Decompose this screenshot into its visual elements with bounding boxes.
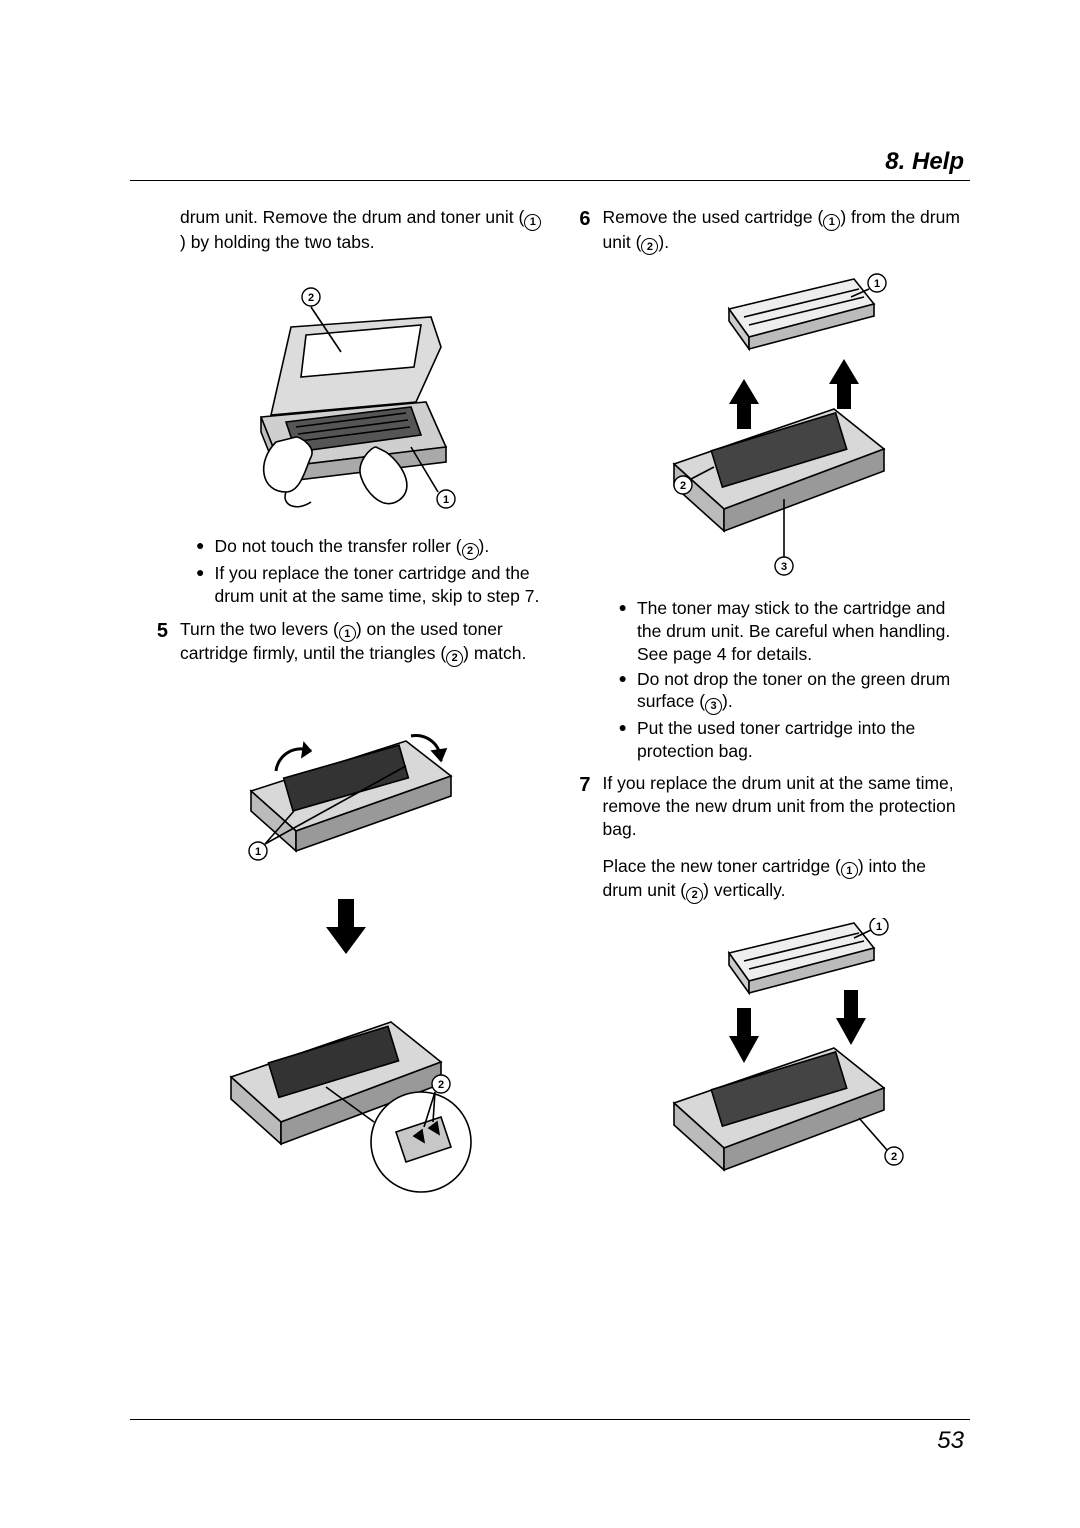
step6: 6 Remove the used cartridge (1) from the… bbox=[573, 206, 966, 255]
callout-3-icon: 3 bbox=[705, 698, 722, 715]
step6-text-a: Remove the used cartridge ( bbox=[603, 207, 824, 227]
chapter-title: 8. Help bbox=[885, 148, 964, 176]
step6-bullets: ●The toner may stick to the cartridge an… bbox=[619, 597, 966, 762]
fig3-callout-2: 2 bbox=[438, 1079, 444, 1091]
fig4-callout-3: 3 bbox=[781, 561, 787, 573]
fig2-callout-1: 1 bbox=[255, 846, 261, 858]
step7-number: 7 bbox=[573, 772, 591, 904]
step7: 7 If you replace the drum unit at the sa… bbox=[573, 772, 966, 904]
step5: 5 Turn the two levers (1) on the used to… bbox=[150, 618, 543, 667]
bottom-rule bbox=[130, 1419, 970, 1420]
step6-number: 6 bbox=[573, 206, 591, 255]
callout-2-icon: 2 bbox=[641, 238, 658, 255]
step5-text-c: ) match. bbox=[463, 643, 526, 663]
fig4-callout-1: 1 bbox=[874, 278, 880, 290]
callout-2-icon: 2 bbox=[686, 887, 703, 904]
step5-text-a: Turn the two levers ( bbox=[180, 619, 339, 639]
step4-continuation: drum unit. Remove the drum and toner uni… bbox=[150, 206, 543, 253]
fig5-callout-2: 2 bbox=[891, 1151, 897, 1163]
bullet-text: Do not drop the toner on the green drum … bbox=[637, 669, 950, 712]
step7-p2a: Place the new toner cartridge ( bbox=[603, 856, 841, 876]
step4-text-a: drum unit. Remove the drum and toner uni… bbox=[180, 207, 524, 227]
step4-text-b: ) by holding the two tabs. bbox=[180, 232, 375, 252]
figure-drum-levers: 1 bbox=[150, 681, 543, 881]
figure-insert-cartridge: 1 2 bbox=[573, 918, 966, 1198]
callout-2-icon: 2 bbox=[446, 650, 463, 667]
step7-p1: If you replace the drum unit at the same… bbox=[603, 772, 966, 840]
figure-drum-triangles: 2 bbox=[150, 972, 543, 1212]
bullet-text-post: ). bbox=[722, 691, 733, 711]
fig4-callout-2: 2 bbox=[680, 480, 686, 492]
bullet-text: If you replace the toner cartridge and t… bbox=[214, 562, 542, 608]
step7-p2c: ) vertically. bbox=[703, 880, 785, 900]
figure-remove-cartridge: 1 2 3 bbox=[573, 269, 966, 579]
arrow-down-icon bbox=[150, 899, 543, 954]
callout-1-icon: 1 bbox=[524, 214, 541, 231]
callout-2-icon: 2 bbox=[462, 543, 479, 560]
callout-1-icon: 1 bbox=[823, 214, 840, 231]
callout-1-icon: 1 bbox=[841, 862, 858, 879]
bullet-text: The toner may stick to the cartridge and… bbox=[637, 597, 965, 665]
bullet-text: Do not touch the transfer roller ( bbox=[214, 536, 461, 556]
left-column: drum unit. Remove the drum and toner uni… bbox=[150, 206, 543, 1328]
right-column: 6 Remove the used cartridge (1) from the… bbox=[573, 206, 966, 1328]
fig1-callout-2: 2 bbox=[308, 292, 314, 304]
top-rule bbox=[130, 180, 970, 181]
fig5-callout-1: 1 bbox=[876, 921, 882, 933]
content-area: drum unit. Remove the drum and toner uni… bbox=[150, 206, 965, 1328]
page-number: 53 bbox=[937, 1427, 964, 1455]
bullet-text: Put the used toner cartridge into the pr… bbox=[637, 717, 965, 763]
bullet-text-post: ). bbox=[479, 536, 490, 556]
step6-text-c: ). bbox=[658, 232, 669, 252]
fig1-callout-1: 1 bbox=[443, 494, 449, 506]
callout-1-icon: 1 bbox=[339, 625, 356, 642]
step5-number: 5 bbox=[150, 618, 168, 667]
figure-printer-open: 2 1 bbox=[150, 267, 543, 517]
step4-bullets: ●Do not touch the transfer roller (2). ●… bbox=[196, 535, 543, 607]
